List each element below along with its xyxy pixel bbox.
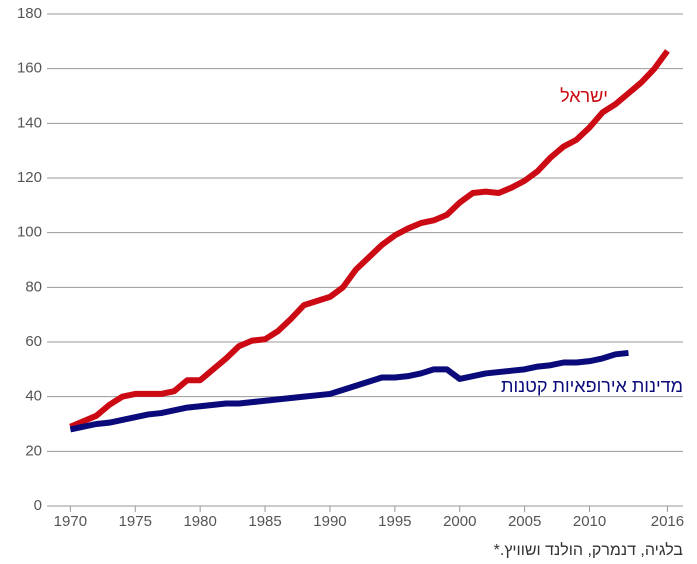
x-tick-label: 1990 [313,513,346,530]
series-line [69,49,670,430]
y-tick-label: 60 [25,333,42,350]
x-tick-label: 2005 [508,513,541,530]
y-tick-label: 140 [17,114,42,131]
y-tick-label: 20 [25,442,42,459]
y-tick-label: 160 [17,60,42,77]
x-tick-label: 2000 [443,513,476,530]
y-tick-label: 120 [17,169,42,186]
y-tick-label: 0 [34,497,42,514]
x-tick-label: 2016 [651,513,684,530]
legend-label: מדינות אירופאיות קטנות [501,376,683,396]
series-line [69,349,629,433]
y-tick-label: 180 [17,5,42,22]
x-tick-label: 2010 [573,513,606,530]
y-tick-label: 40 [25,388,42,405]
x-tick-label: 1985 [248,513,281,530]
x-tick-label: 1970 [54,513,87,530]
y-tick-label: 100 [17,224,42,241]
y-tick-label: 80 [25,278,42,295]
x-tick-label: 1995 [378,513,411,530]
x-tick-label: 1975 [119,513,152,530]
x-tick-label: 1980 [183,513,216,530]
legend-label: ישראל [560,86,608,106]
footnote: בלגיה, דנמרק, הולנד ושוויץ.* [494,541,684,559]
